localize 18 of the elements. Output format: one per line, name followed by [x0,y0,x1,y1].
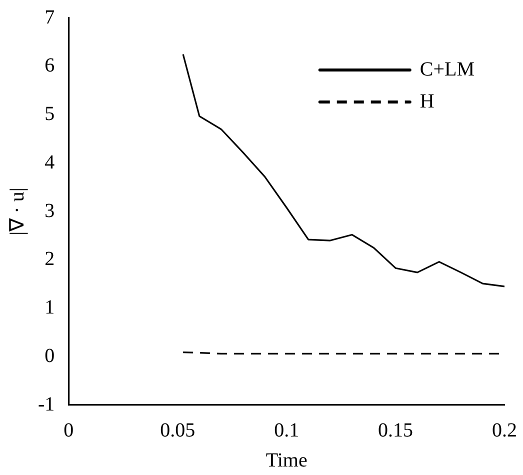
legend-label: H [420,90,434,112]
legend-label: C+LM [420,58,475,80]
x-tick-label: 0.2 [492,419,517,442]
y-tick-label: 6 [44,54,55,77]
y-tick-label: 4 [44,151,55,174]
x-tick-label: 0.05 [160,419,196,442]
x-tick-label: 0 [64,419,74,442]
y-tick-label: 1 [44,296,55,318]
y-tick-label: 5 [44,103,55,125]
y-tick-label: -1 [38,393,55,416]
y-tick-label: 0 [44,344,55,367]
x-tick-label: 0.1 [274,419,300,442]
y-tick-label: 7 [44,6,55,28]
y-axis-title: |∇ · u| [6,188,28,236]
y-tick-label: 3 [44,200,55,222]
x-tick-label: 0.15 [378,419,414,442]
y-tick-label: 2 [44,248,55,270]
x-axis-title: Time [266,449,308,472]
